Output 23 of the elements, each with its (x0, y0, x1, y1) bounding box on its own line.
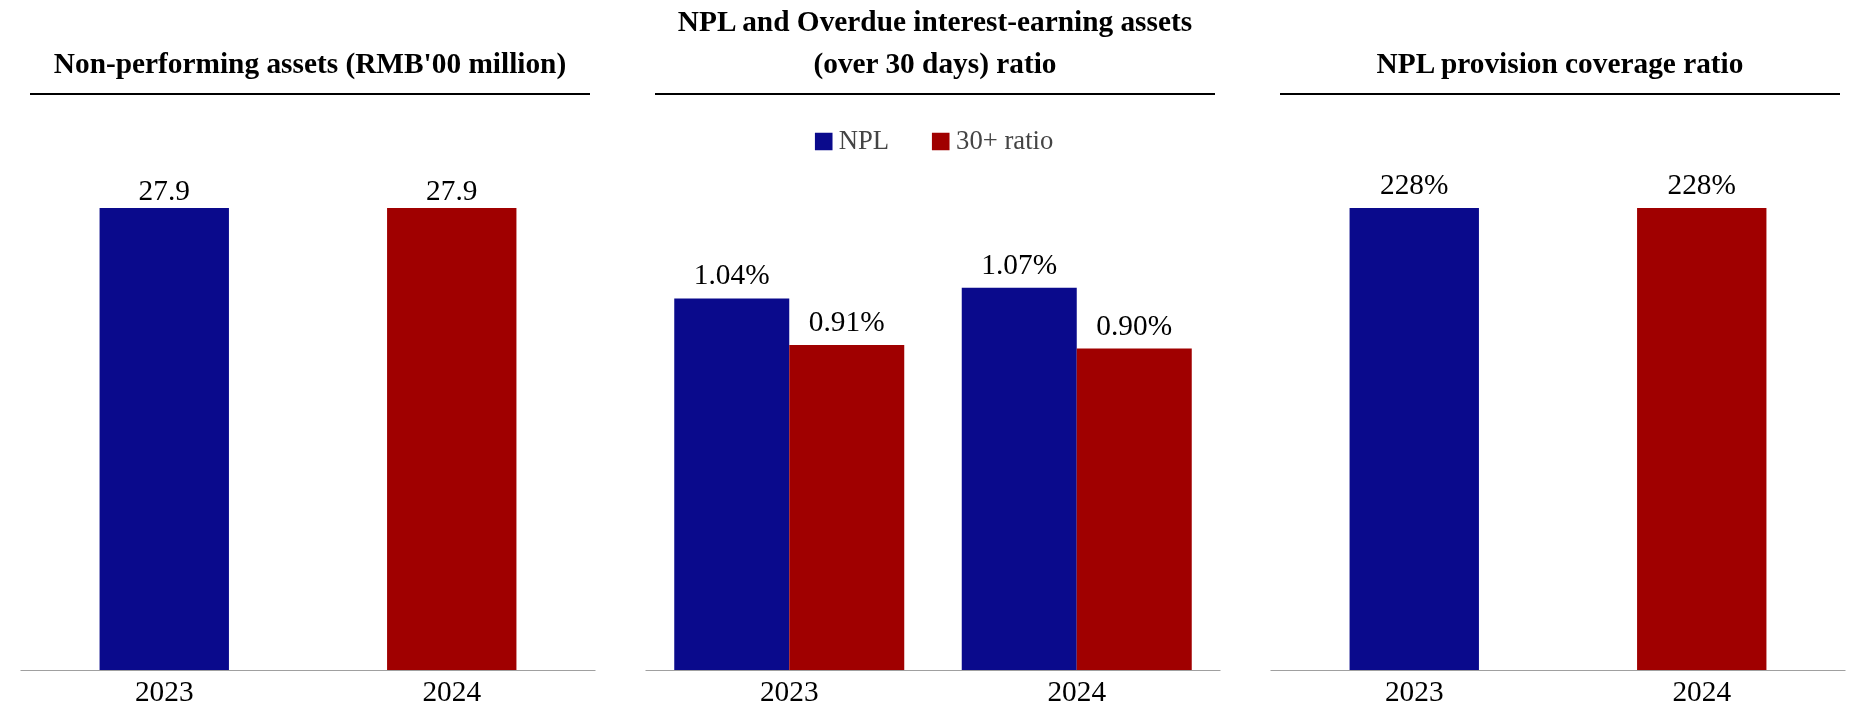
data-label: 228% (1667, 168, 1736, 200)
legend-label: NPL (838, 125, 890, 156)
x-tick-label: 2023 (1384, 674, 1444, 707)
bar (961, 287, 1077, 671)
data-label: 27.9 (138, 174, 190, 206)
bar (1076, 348, 1192, 671)
data-label: 1.07% (981, 247, 1058, 280)
chart-title: NPL provision coverage ratio (1376, 46, 1744, 82)
chart-title: Non-performing assets (RMB'00 million) (53, 46, 567, 82)
data-label: 1.04% (693, 258, 770, 291)
bar (674, 298, 790, 671)
legend-label: 30+ ratio (956, 125, 1054, 156)
x-tick-label: 2023 (134, 674, 194, 707)
data-label: 228% (1380, 168, 1449, 200)
x-tick-label: 2024 (1672, 674, 1732, 707)
x-tick-label: 2024 (1047, 674, 1107, 707)
chart-title: NPL and Overdue interest-earning assets (over 30 days) ratio (676, 4, 1194, 82)
data-label: 0.91% (808, 304, 885, 337)
data-label: 27.9 (426, 174, 478, 206)
data-label: 0.90% (1096, 308, 1173, 341)
x-tick-label: 2023 (759, 674, 819, 707)
bar (789, 344, 905, 671)
x-tick-label: 2024 (422, 674, 482, 707)
